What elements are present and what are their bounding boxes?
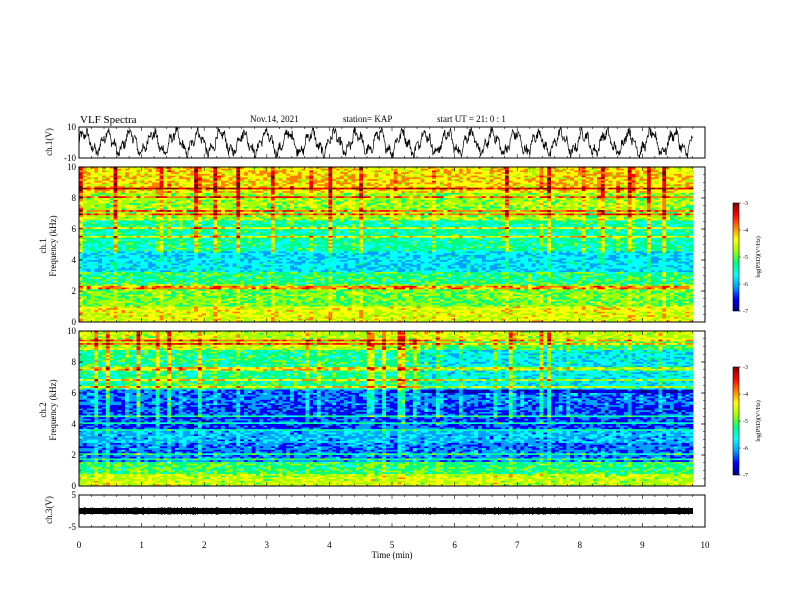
station-label: station= KAP bbox=[343, 114, 392, 124]
ch1-y-tick-label: 10 bbox=[67, 122, 77, 132]
ch1-waveform-panel: 10-10 bbox=[64, 122, 705, 163]
ch1-waveform-line bbox=[79, 127, 693, 158]
start-time-label: start UT = 21: 0 : 1 bbox=[437, 114, 506, 124]
date-label: Nov.14, 2021 bbox=[250, 114, 299, 124]
figure-title: VLF Spectra bbox=[80, 114, 137, 126]
